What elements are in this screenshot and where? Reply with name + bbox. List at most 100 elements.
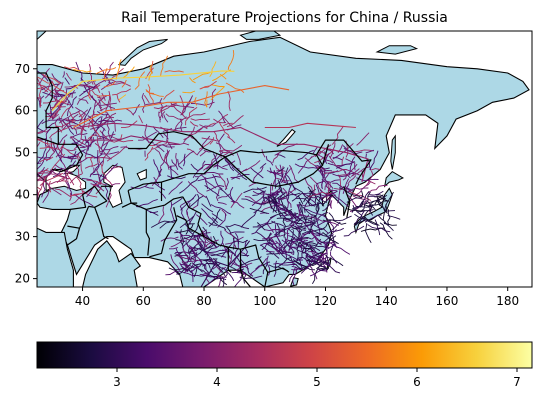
- rail-segment: [168, 181, 183, 195]
- rail-segment: [71, 90, 75, 98]
- rail-segment: [249, 207, 268, 214]
- rail-segment: [379, 222, 393, 240]
- rail-segment: [212, 263, 221, 270]
- rail-segment: [355, 216, 367, 226]
- rail-segment: [183, 153, 186, 167]
- rail-segment: [37, 128, 47, 135]
- rail-segment: [212, 235, 218, 245]
- rail-segment: [83, 107, 92, 120]
- rail-segment: [56, 81, 64, 94]
- water-body: [276, 128, 296, 147]
- rail-segment: [100, 81, 114, 90]
- rail-segment: [190, 118, 210, 121]
- rail-segment: [214, 261, 226, 277]
- rail-segment: [308, 191, 332, 198]
- rail-segment: [99, 106, 108, 112]
- rail-segment: [65, 168, 75, 186]
- rail-segment: [205, 122, 215, 129]
- rail-segment: [311, 202, 325, 207]
- rail-segment: [327, 162, 347, 173]
- rail-segment: [175, 230, 184, 237]
- rail-segment: [190, 163, 199, 172]
- rail-segment: [321, 169, 334, 189]
- y-tick-label: 60: [15, 104, 30, 118]
- rail-segment: [52, 167, 63, 178]
- rail-segment: [289, 266, 297, 283]
- rail-segment: [225, 236, 244, 245]
- rail-segment: [72, 192, 86, 196]
- rail-segment: [212, 173, 223, 190]
- rail-segment: [346, 196, 364, 203]
- rail-segment: [294, 163, 318, 169]
- rail-segment: [176, 255, 201, 261]
- rail-segment: [217, 275, 227, 278]
- x-tick-label: 160: [436, 294, 459, 308]
- colorbar-tick-label: 3: [113, 375, 121, 389]
- rail-segment: [322, 203, 331, 212]
- rail-segment: [367, 195, 378, 198]
- colorbar: [36, 341, 533, 369]
- rail-segment: [106, 111, 116, 132]
- rail-segment: [272, 252, 280, 259]
- rail-segment: [87, 143, 92, 151]
- rail-segment: [268, 196, 280, 208]
- rail-segment: [224, 229, 236, 239]
- x-tick-label: 60: [136, 294, 151, 308]
- rail-segment: [180, 194, 197, 211]
- rail-segment: [317, 268, 327, 272]
- rail-segment: [331, 125, 344, 145]
- rail-segment: [284, 236, 295, 255]
- rail-segment: [222, 116, 235, 129]
- rail-segment: [86, 179, 106, 186]
- rail-segment: [174, 116, 187, 131]
- rail-segment: [297, 257, 304, 270]
- rail-segment: [229, 186, 235, 203]
- map-frame: [36, 30, 533, 288]
- rail-segment: [280, 168, 292, 184]
- rail-segment: [227, 136, 236, 144]
- rail-segment: [171, 159, 179, 170]
- rail-segment: [298, 213, 317, 220]
- rail-segment: [292, 268, 298, 286]
- rail-segment: [179, 229, 184, 246]
- rail-segment: [328, 212, 335, 221]
- rail-trunk-line: [51, 70, 235, 112]
- rail-segment: [273, 260, 277, 277]
- rail-segment: [66, 72, 72, 81]
- rail-segment: [138, 115, 144, 124]
- land-mass: [37, 227, 74, 287]
- rail-segment: [240, 258, 254, 277]
- rail-segment: [182, 234, 196, 240]
- rail-segment: [303, 242, 318, 246]
- rail-segment: [309, 245, 317, 253]
- rail-segment: [67, 181, 73, 196]
- rail-segment: [313, 252, 327, 262]
- rail-segment: [346, 193, 358, 209]
- rail-segment: [279, 252, 303, 261]
- rail-segment: [199, 258, 218, 261]
- rail-segment: [165, 271, 176, 276]
- rail-segment: [84, 144, 90, 158]
- rail-segment: [149, 140, 164, 147]
- rail-segment: [227, 50, 235, 70]
- rail-segment: [205, 99, 208, 108]
- rail-segment: [323, 169, 348, 174]
- rail-segment: [230, 255, 240, 267]
- rail-segment: [95, 187, 102, 195]
- rail-segment: [211, 84, 225, 87]
- rail-segment: [231, 173, 250, 180]
- rail-segment: [326, 229, 337, 238]
- country-border: [149, 207, 178, 258]
- rail-segment: [304, 157, 322, 170]
- rail-segment: [94, 97, 105, 108]
- rail-segment: [367, 224, 391, 233]
- rail-segment: [187, 181, 207, 198]
- rail-segment: [308, 219, 315, 235]
- country-border: [224, 154, 324, 187]
- rail-segment: [227, 90, 231, 112]
- rail-segment: [284, 222, 295, 243]
- rail-segment: [144, 146, 154, 161]
- rail-segment: [56, 170, 71, 184]
- rail-segment: [219, 230, 224, 247]
- rail-segment: [52, 141, 63, 162]
